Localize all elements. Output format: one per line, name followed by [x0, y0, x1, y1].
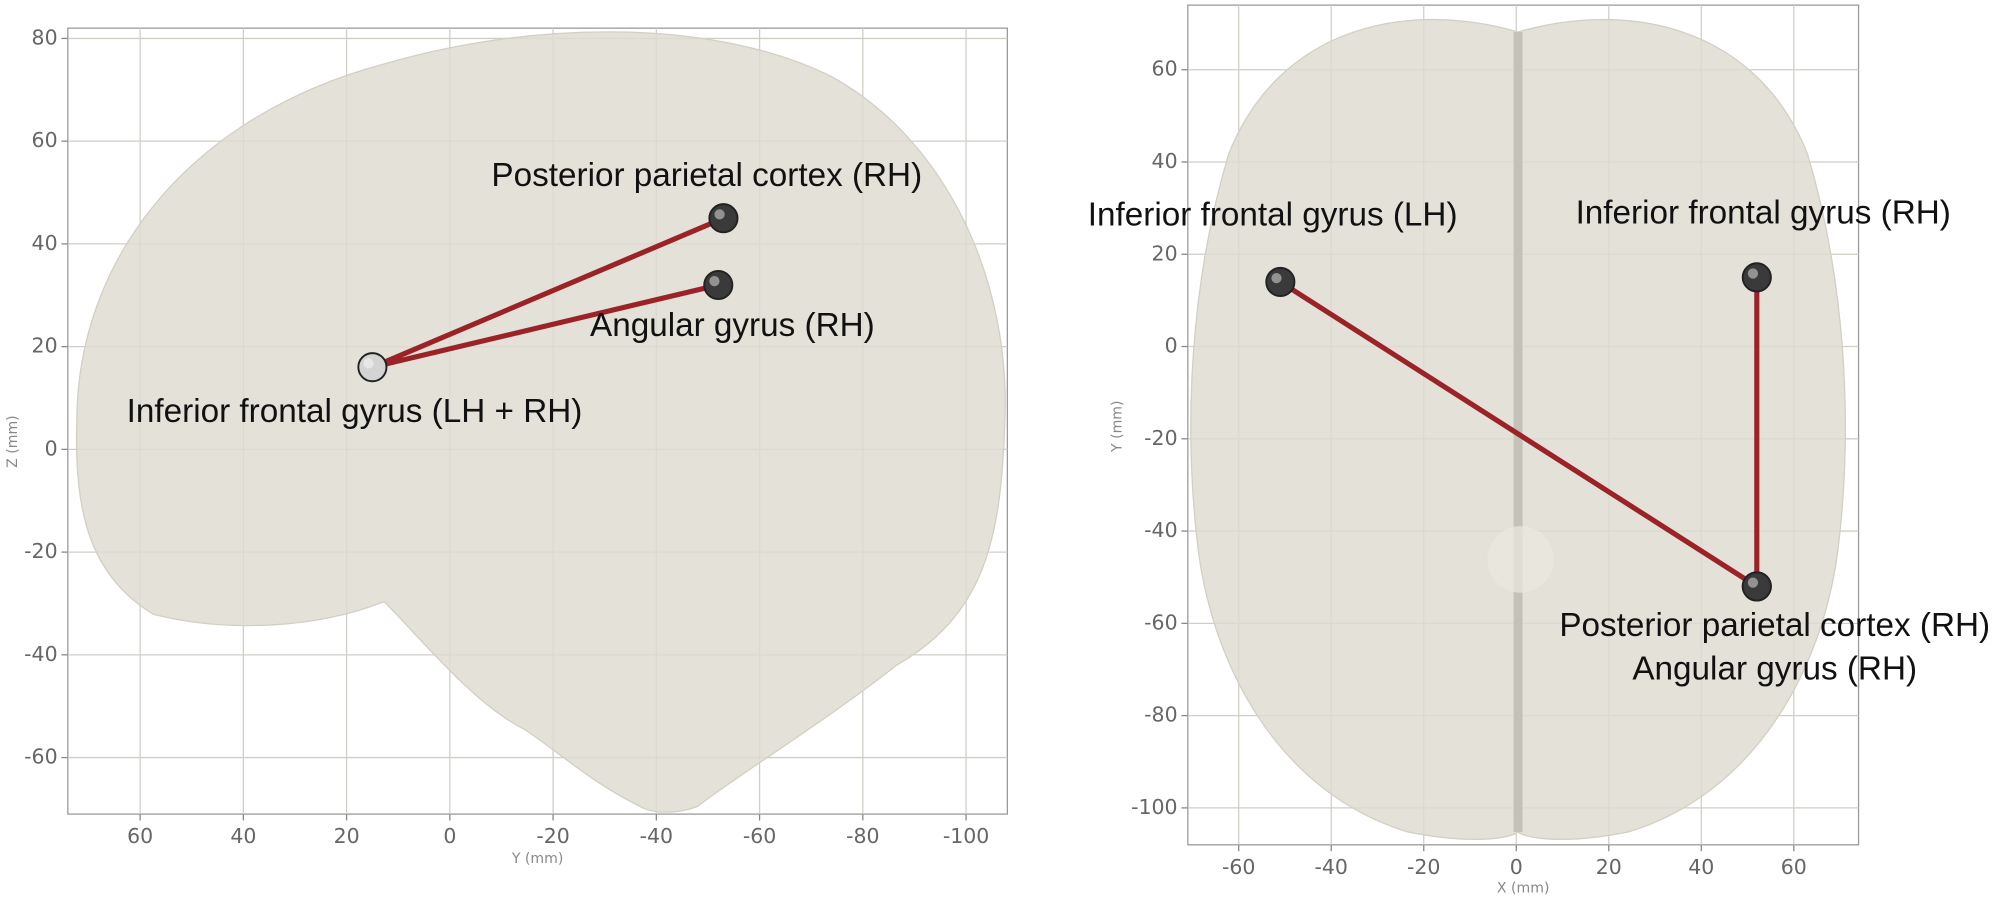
node	[1741, 571, 1772, 602]
y-tick-label: -60	[1144, 610, 1177, 634]
x-tick-label: 60	[1781, 855, 1807, 879]
y-tick-label: 60	[1152, 57, 1178, 81]
x-tick-label: -100	[943, 824, 989, 848]
node-label: Inferior frontal gyrus (LH + RH)	[127, 393, 583, 430]
x-tick-label: -80	[846, 824, 879, 848]
x-tick-label: 20	[1596, 855, 1622, 879]
y-tick-label: -40	[24, 642, 57, 666]
node	[1265, 266, 1296, 297]
node-label: Posterior parietal cortex (RH)	[1559, 607, 1990, 644]
node-highlight	[363, 358, 374, 369]
x-tick-label: 0	[443, 824, 456, 848]
y-tick-label: -100	[1131, 795, 1177, 819]
x-tick-label: 40	[1688, 855, 1714, 879]
x-tick-label: 20	[334, 824, 360, 848]
x-tick-label: -60	[1222, 855, 1255, 879]
node-label: Posterior parietal cortex (RH)	[491, 157, 922, 194]
x-tick-label: -40	[640, 824, 673, 848]
y-tick-label: 40	[32, 231, 58, 255]
node-highlight	[709, 276, 720, 287]
node-highlight	[1747, 268, 1759, 279]
x-tick-label: 40	[230, 824, 256, 848]
x-tick-label: 0	[1510, 855, 1523, 879]
y-tick-label: 20	[1152, 241, 1178, 265]
y-tick-label: -60	[24, 745, 57, 769]
node-highlight	[714, 209, 725, 220]
node-label: Inferior frontal gyrus (LH)	[1088, 196, 1458, 233]
y-tick-label: 0	[45, 436, 58, 460]
y-tick-label: -80	[1144, 703, 1177, 727]
cerebellum-hint	[1487, 526, 1554, 593]
y-tick-label: -40	[1144, 518, 1177, 542]
node	[1741, 262, 1772, 293]
x-tick-label: -20	[1407, 855, 1440, 879]
x-axis-label: X (mm)	[1497, 880, 1550, 896]
node	[708, 203, 739, 234]
node-highlight	[1271, 272, 1282, 284]
x-tick-label: -60	[743, 824, 776, 848]
x-tick-label: 60	[127, 824, 153, 848]
y-tick-label: 40	[1152, 149, 1178, 173]
connection	[369, 282, 721, 370]
node	[703, 269, 734, 301]
node	[357, 352, 388, 383]
y-tick-label: 20	[32, 334, 58, 358]
x-tick-label: -40	[1315, 855, 1348, 879]
y-tick-label: 80	[32, 25, 58, 49]
y-tick-label: 60	[32, 128, 58, 152]
y-tick-label: -20	[24, 539, 57, 563]
y-tick-label: 0	[1165, 334, 1178, 358]
node-label: Inferior frontal gyrus (RH)	[1576, 194, 1951, 231]
node-label: Angular gyrus (RH)	[590, 307, 875, 344]
node-label: Angular gyrus (RH)	[1632, 651, 1917, 688]
node-highlight	[1747, 577, 1759, 588]
y-axis-label: Z (mm)	[5, 415, 21, 468]
connection	[369, 215, 726, 370]
y-tick-label: -20	[1144, 426, 1177, 450]
x-axis-label: Y (mm)	[511, 851, 564, 867]
brain-side	[75, 31, 1006, 813]
x-tick-label: -20	[536, 824, 569, 848]
connection	[1277, 279, 1760, 589]
y-axis-label: Y (mm)	[1109, 400, 1125, 453]
